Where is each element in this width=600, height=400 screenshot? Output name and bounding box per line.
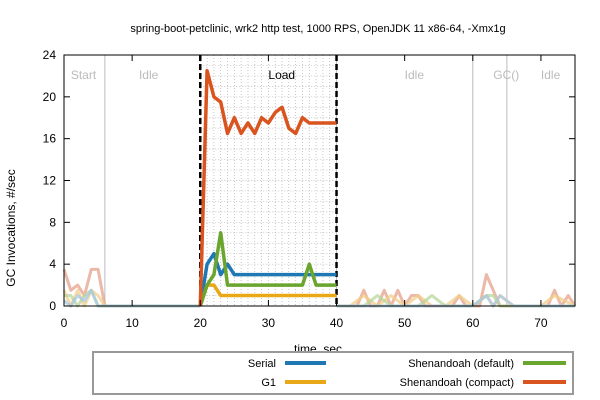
legend-item-g1: G1 (261, 377, 326, 389)
series-line-shenandoah-compact (198, 68, 337, 307)
chart-title: spring-boot-petclinic, wrk2 http test, 1… (130, 23, 505, 35)
y-tick-label: 16 (43, 132, 57, 146)
x-tick-label: 20 (194, 316, 208, 330)
legend-box (92, 351, 574, 395)
phase-label: Idle (541, 68, 561, 82)
phase-label: Idle (405, 68, 425, 82)
legend: Serial G1 Shenandoah (default) Shenandoa… (92, 351, 574, 395)
y-tick-label: 12 (43, 174, 57, 188)
legend-item-shenandoah-compact: Shenandoah (compact) (400, 377, 566, 389)
x-tick-label: 10 (125, 316, 139, 330)
y-tick-label: 0 (49, 299, 56, 313)
phase-label: Load (268, 68, 295, 82)
legend-item-serial: Serial (248, 358, 326, 370)
x-tick-label: 60 (466, 316, 480, 330)
y-tick-label: 8 (49, 215, 56, 229)
x-tick-label: 70 (534, 316, 548, 330)
phase-layer: Start Idle Load Idle GC() Idle (71, 55, 561, 306)
phase-label: GC() (493, 68, 519, 82)
legend-label: G1 (261, 377, 276, 389)
y-axis-label: GC Invocations, #/sec (4, 169, 18, 286)
x-tick-label: 40 (330, 316, 344, 330)
legend-label: Shenandoah (compact) (400, 377, 514, 389)
y-tick-label: 24 (43, 48, 57, 62)
phase-label: Start (71, 68, 97, 82)
series-layer (198, 68, 337, 307)
y-tick-label: 4 (49, 257, 56, 271)
tick-layer: 0 4 8 12 16 20 24 0 10 20 30 40 50 60 70 (43, 48, 575, 330)
legend-item-shenandoah-default: Shenandoah (default) (408, 358, 566, 370)
x-tick-label: 30 (262, 316, 276, 330)
plot-frame (63, 54, 576, 307)
phase-label: Idle (139, 68, 159, 82)
x-tick-label: 0 (61, 316, 68, 330)
x-tick-label: 50 (398, 316, 412, 330)
series-line-shenandoah-default (198, 231, 337, 307)
plot-border (63, 54, 576, 307)
series-line-g1 (198, 283, 337, 307)
y-tick-label: 20 (43, 90, 57, 104)
legend-label: Shenandoah (default) (408, 358, 514, 370)
legend-label: Serial (248, 358, 276, 370)
grid-layer (199, 54, 337, 307)
